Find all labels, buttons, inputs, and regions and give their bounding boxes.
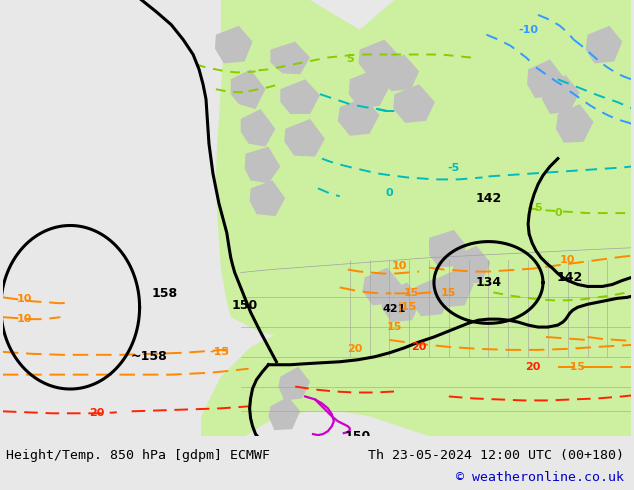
- Text: 25: 25: [370, 441, 385, 451]
- Text: 20: 20: [411, 342, 427, 352]
- Text: ~158: ~158: [131, 350, 168, 363]
- Polygon shape: [556, 104, 593, 143]
- Text: 10: 10: [17, 294, 32, 304]
- Text: 142: 142: [557, 271, 583, 284]
- Text: 0: 0: [554, 208, 562, 218]
- Polygon shape: [429, 230, 467, 268]
- Polygon shape: [542, 75, 579, 114]
- Polygon shape: [271, 42, 310, 74]
- Text: 0: 0: [385, 188, 393, 198]
- Text: 15: 15: [387, 322, 402, 332]
- Text: 5: 5: [534, 203, 542, 213]
- Polygon shape: [201, 297, 631, 436]
- Polygon shape: [241, 109, 275, 147]
- Polygon shape: [586, 26, 622, 63]
- Text: 10: 10: [17, 314, 32, 324]
- Text: -5: -5: [448, 164, 460, 173]
- Polygon shape: [231, 70, 266, 109]
- Polygon shape: [278, 367, 310, 400]
- Text: -15: -15: [209, 347, 229, 357]
- Text: 15: 15: [403, 289, 419, 298]
- Polygon shape: [527, 59, 564, 98]
- Polygon shape: [215, 26, 252, 63]
- Text: 134: 134: [476, 276, 501, 289]
- Polygon shape: [280, 79, 320, 114]
- Polygon shape: [338, 97, 379, 136]
- Text: 142: 142: [476, 192, 501, 205]
- Text: 5: 5: [346, 54, 354, 65]
- Text: 20: 20: [526, 362, 541, 372]
- Text: © weatheronline.co.uk: © weatheronline.co.uk: [456, 471, 624, 484]
- Polygon shape: [221, 0, 320, 89]
- Text: 158: 158: [152, 287, 178, 300]
- Polygon shape: [363, 268, 401, 305]
- Polygon shape: [349, 70, 389, 108]
- Polygon shape: [250, 180, 285, 216]
- Polygon shape: [411, 277, 451, 316]
- Text: 10: 10: [560, 255, 576, 265]
- Text: 421: 421: [383, 304, 406, 314]
- Polygon shape: [393, 84, 435, 123]
- Polygon shape: [379, 54, 419, 91]
- Text: -15: -15: [566, 362, 586, 372]
- Polygon shape: [382, 282, 421, 322]
- Text: 150: 150: [231, 299, 258, 312]
- Polygon shape: [359, 40, 399, 77]
- Polygon shape: [453, 246, 491, 285]
- Text: 15: 15: [441, 289, 456, 298]
- Text: 20: 20: [347, 344, 363, 354]
- Polygon shape: [268, 396, 300, 430]
- Text: 20: 20: [89, 408, 105, 418]
- Text: Height/Temp. 850 hPa [gdpm] ECMWF: Height/Temp. 850 hPa [gdpm] ECMWF: [6, 449, 270, 462]
- Polygon shape: [216, 0, 631, 357]
- Text: Th 23-05-2024 12:00 UTC (00+180): Th 23-05-2024 12:00 UTC (00+180): [368, 449, 624, 462]
- Text: |15: |15: [398, 302, 417, 313]
- Text: -10: -10: [518, 24, 538, 35]
- Text: 150: 150: [344, 430, 371, 442]
- Polygon shape: [284, 119, 325, 157]
- Text: 10: 10: [392, 261, 407, 270]
- Polygon shape: [245, 147, 280, 183]
- Polygon shape: [437, 268, 474, 307]
